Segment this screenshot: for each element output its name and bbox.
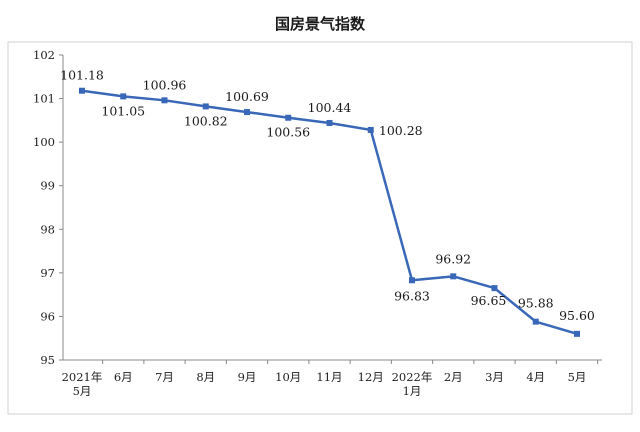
data-point — [532, 318, 539, 325]
data-label: 95.60 — [559, 308, 595, 323]
data-label: 101.05 — [101, 103, 145, 118]
data-point — [120, 93, 127, 100]
x-tick-label: 10月 — [275, 370, 301, 384]
data-label: 100.69 — [225, 89, 269, 104]
x-tick-label: 11月 — [316, 370, 342, 384]
data-point — [79, 87, 85, 94]
data-point — [450, 273, 457, 280]
x-tick-label: 5月 — [568, 370, 587, 384]
x-tick-label: 3月 — [485, 370, 504, 384]
x-tick-label: 7月 — [155, 370, 174, 384]
data-label: 100.82 — [184, 113, 228, 128]
data-point — [202, 103, 209, 110]
chart-frame — [7, 41, 633, 415]
data-labels-group: 101.18 101.05 100.96 100.82 100.69 100.56 100.… — [60, 68, 595, 323]
data-point — [244, 109, 250, 116]
x-tick-label: 2022年 1月 — [392, 370, 433, 398]
data-label: 96.92 — [435, 251, 471, 266]
y-tick-label: 99 — [40, 179, 55, 193]
data-label: 96.65 — [471, 293, 507, 308]
data-point — [367, 126, 374, 133]
data-label: 95.88 — [518, 296, 554, 311]
x-tick-label: 8月 — [196, 370, 215, 384]
data-point — [409, 277, 415, 284]
data-point — [491, 285, 498, 292]
chart-title: 国房景气指数 — [275, 15, 366, 33]
x-tick-label: 9月 — [238, 370, 257, 384]
data-label: 100.28 — [379, 123, 423, 138]
x-tick-label: 2月 — [444, 370, 463, 384]
data-label: 100.96 — [143, 77, 187, 92]
y-tick-label: 95 — [40, 353, 55, 367]
y-tick-label: 100 — [33, 135, 55, 149]
data-label: 100.44 — [308, 100, 352, 115]
y-tick-label: 98 — [40, 222, 55, 236]
y-tick-label: 101 — [33, 92, 55, 106]
y-tick-label: 97 — [40, 266, 55, 280]
y-tick-label: 102 — [33, 48, 55, 62]
x-tick-label: 2021年 5月 — [62, 370, 103, 398]
x-tick-label: 6月 — [114, 370, 133, 384]
data-point — [574, 330, 580, 337]
data-label: 96.83 — [394, 288, 430, 303]
data-point — [161, 97, 168, 104]
axes: 95 96 97 98 99 100 101 102 2021年 5月 6月 7月 8月 9月 10月 11月… — [33, 48, 602, 398]
series-line-group — [79, 87, 580, 337]
data-point — [326, 119, 333, 126]
data-label: 101.18 — [60, 68, 104, 83]
data-point — [285, 114, 292, 121]
data-label: 100.56 — [266, 125, 310, 140]
x-tick-label: 4月 — [526, 370, 545, 384]
x-tick-label: 12月 — [358, 370, 384, 384]
y-tick-label: 96 — [40, 309, 55, 323]
